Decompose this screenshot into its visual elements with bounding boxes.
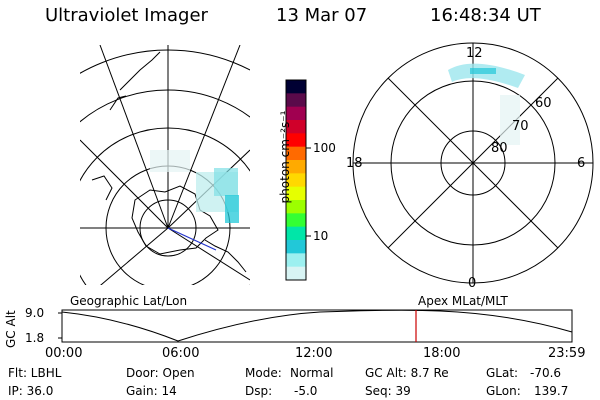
altitude-ytick-9: 9.0 <box>25 306 45 320</box>
altitude-ylabel: GC Alt <box>4 310 18 348</box>
info-gc-alt: GC Alt: 8.7 Re <box>365 366 449 380</box>
info-glat-value: -70.6 <box>530 366 562 380</box>
left-aurora-pixels <box>150 150 239 223</box>
info-dsp-value: -5.0 <box>294 384 318 398</box>
geographic-map <box>80 45 250 285</box>
instrument-title: Ultraviolet Imager <box>45 5 208 26</box>
colorbar-tick-10: 10 <box>313 229 329 243</box>
apex-label: Apex MLat/MLT <box>418 294 508 308</box>
colorbar-stripe <box>286 106 306 121</box>
info-glon-label: GLon: <box>486 384 521 398</box>
right-aurora-pixels <box>448 63 525 145</box>
colorbar-stripe <box>286 213 306 228</box>
colorbar-tick-100: 100 <box>313 141 336 155</box>
colorbar-stripe <box>286 120 306 134</box>
mlat-label-70: 70 <box>512 119 529 134</box>
colorbar-stripe <box>286 173 306 188</box>
colorbar-stripe <box>286 253 306 268</box>
colorbar-stripe <box>286 146 306 161</box>
altitude-ytick-1-8: 1.8 <box>25 331 45 345</box>
mlt-label-18: 18 <box>346 156 363 171</box>
colorbar-stripe <box>286 93 306 108</box>
info-flt: Flt: LBHL <box>8 366 62 380</box>
colorbar-unit-label: photon cm⁻²s⁻¹ <box>278 110 292 204</box>
altitude-plot <box>58 309 573 343</box>
geographic-label: Geographic Lat/Lon <box>70 294 188 308</box>
info-seq: Seq: 39 <box>365 384 411 398</box>
colorbar <box>285 79 311 281</box>
info-gain: Gain: 14 <box>126 384 177 398</box>
colorbar-stripe <box>286 226 306 241</box>
mlt-label-0: 0 <box>468 276 477 291</box>
info-door: Door: Open <box>126 366 195 380</box>
info-glat-label: GLat: <box>486 366 519 380</box>
date-label: 13 Mar 07 <box>276 5 368 26</box>
altitude-xtick-2359: 23:59 <box>548 346 586 361</box>
colorbar-stripe <box>286 200 306 214</box>
altitude-xtick-0000: 00:00 <box>45 346 83 361</box>
mlt-label-12: 12 <box>466 46 483 61</box>
colorbar-stripe <box>286 133 306 148</box>
mlt-polar-map <box>352 42 594 284</box>
info-mode-value: Normal <box>290 366 334 380</box>
altitude-xtick-1800: 18:00 <box>423 346 461 361</box>
colorbar-stripe <box>286 160 306 174</box>
mlat-label-60: 60 <box>535 96 552 111</box>
time-label: 16:48:34 UT <box>430 5 541 26</box>
info-ip: IP: 36.0 <box>8 384 54 398</box>
colorbar-stripe <box>286 80 306 94</box>
info-glon-value: 139.7 <box>534 384 569 398</box>
colorbar-stripe <box>286 266 306 281</box>
mlt-label-6: 6 <box>577 156 586 171</box>
colorbar-stripe <box>286 186 306 201</box>
colorbar-stripe <box>286 240 306 254</box>
altitude-xtick-0600: 06:00 <box>162 346 200 361</box>
altitude-xtick-1200: 12:00 <box>295 346 333 361</box>
info-dsp-label: Dsp: <box>245 384 273 398</box>
mlat-label-80: 80 <box>491 141 508 156</box>
info-mode-label: Mode: <box>245 366 282 380</box>
